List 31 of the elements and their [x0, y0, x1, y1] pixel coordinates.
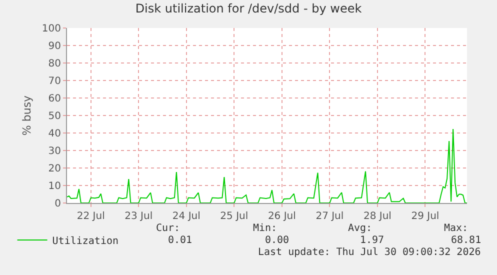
text: 68.81	[451, 235, 482, 246]
x-tick-label: 29 Jul	[411, 211, 440, 222]
y-tick-label: 70	[48, 76, 61, 87]
y-tick-label: 100	[42, 24, 61, 34]
x-tick-label: 28 Jul	[363, 211, 392, 222]
x-tick-label: 25 Jul	[220, 211, 248, 222]
text: Max:	[444, 223, 468, 234]
text: 0.00	[265, 235, 290, 246]
y-tick-label: 50	[48, 111, 61, 122]
y-axis-title: % busy	[20, 94, 34, 136]
y-tick-label: 60	[48, 94, 61, 104]
x-tick-label: 26 Jul	[268, 211, 296, 222]
y-tick-label: 20	[48, 164, 61, 174]
text: Avg:	[348, 223, 372, 234]
text: 1.97	[360, 235, 384, 246]
x-tick-label: 24 Jul	[172, 211, 200, 222]
y-tick-label: 30	[48, 146, 61, 157]
text: Last update: Thu Jul 30 09:00:32 2026	[258, 247, 481, 258]
y-tick-label: 90	[48, 41, 61, 52]
y-tick-label: 80	[48, 58, 61, 70]
y-tick-label: 0	[54, 198, 61, 210]
chart-title: Disk utilization for /dev/sdd - by week	[135, 1, 362, 16]
text: Cur:	[156, 223, 180, 234]
legend-label: Utilization	[52, 236, 119, 247]
text: Min:	[253, 223, 278, 234]
x-tick-label: 22 Jul	[76, 211, 105, 222]
x-tick-label: 27 Jul	[316, 211, 344, 222]
y-tick-label: 40	[48, 128, 61, 140]
y-tick-label: 10	[48, 181, 61, 192]
text: 0.01	[168, 235, 192, 246]
x-tick-label: 23 Jul	[124, 211, 153, 222]
